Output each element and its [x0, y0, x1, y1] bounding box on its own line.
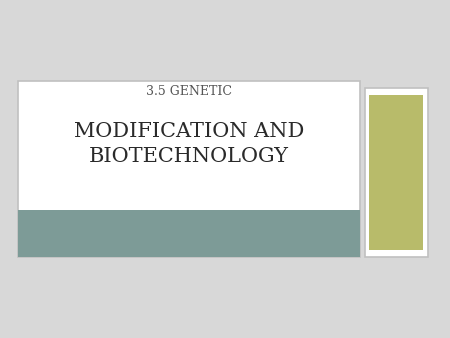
- Bar: [18, 81, 360, 257]
- Text: 3.5 GENETIC: 3.5 GENETIC: [146, 85, 232, 98]
- Bar: [18, 210, 360, 257]
- Text: MODIFICATION AND
BIOTECHNOLOGY: MODIFICATION AND BIOTECHNOLOGY: [74, 122, 304, 166]
- Bar: [369, 95, 423, 250]
- Bar: [364, 88, 427, 257]
